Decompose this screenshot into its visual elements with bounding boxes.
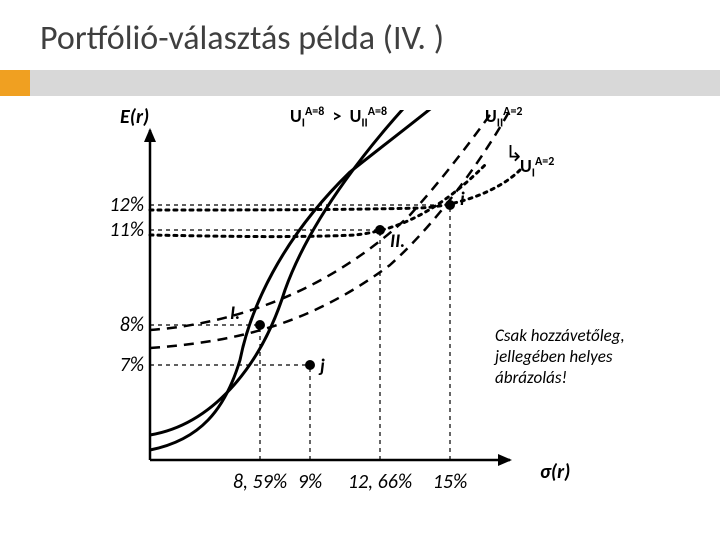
u-gt: > bbox=[332, 105, 341, 127]
accent-bar bbox=[0, 70, 720, 96]
point-label-i: i bbox=[460, 188, 465, 211]
chart-svg bbox=[90, 110, 650, 510]
point-label-II: II. bbox=[390, 230, 405, 253]
x-tick: 9% bbox=[298, 470, 322, 494]
chart: E(r) 12%11%8%7% 8, 59%9%12, 66%15% UIA=8… bbox=[90, 110, 650, 510]
u-seg1: UIA=8 bbox=[290, 105, 324, 127]
y-tick: 7% bbox=[120, 353, 144, 377]
u-right-2: UIA=2 bbox=[520, 155, 554, 181]
x-tick: 8, 59% bbox=[233, 470, 287, 494]
x-tick: 15% bbox=[433, 470, 468, 494]
y-axis-label: E(r) bbox=[120, 105, 149, 129]
y-tick: 11% bbox=[109, 218, 144, 242]
u-seg2: UIIA=8 bbox=[350, 105, 388, 127]
x-tick: 12, 66% bbox=[348, 470, 412, 494]
x-axis-label: σ(r) bbox=[540, 460, 570, 484]
note-text: Csak hozzávetőleg, jellegében helyes ábr… bbox=[495, 325, 685, 388]
u-header: UIA=8 > UIIA=8 bbox=[290, 105, 387, 131]
y-tick: 8% bbox=[120, 313, 144, 337]
accent-block bbox=[0, 70, 30, 96]
y-tick: 12% bbox=[109, 193, 144, 217]
u-right-1: UIIA=2 bbox=[485, 105, 523, 131]
point-label-j: j bbox=[320, 355, 325, 378]
slide: Portfólió-választás példa (IV. ) E(r) 12… bbox=[0, 0, 720, 540]
point-label-I: I. bbox=[230, 302, 240, 325]
page-title: Portfólió-választás példa (IV. ) bbox=[40, 18, 444, 59]
